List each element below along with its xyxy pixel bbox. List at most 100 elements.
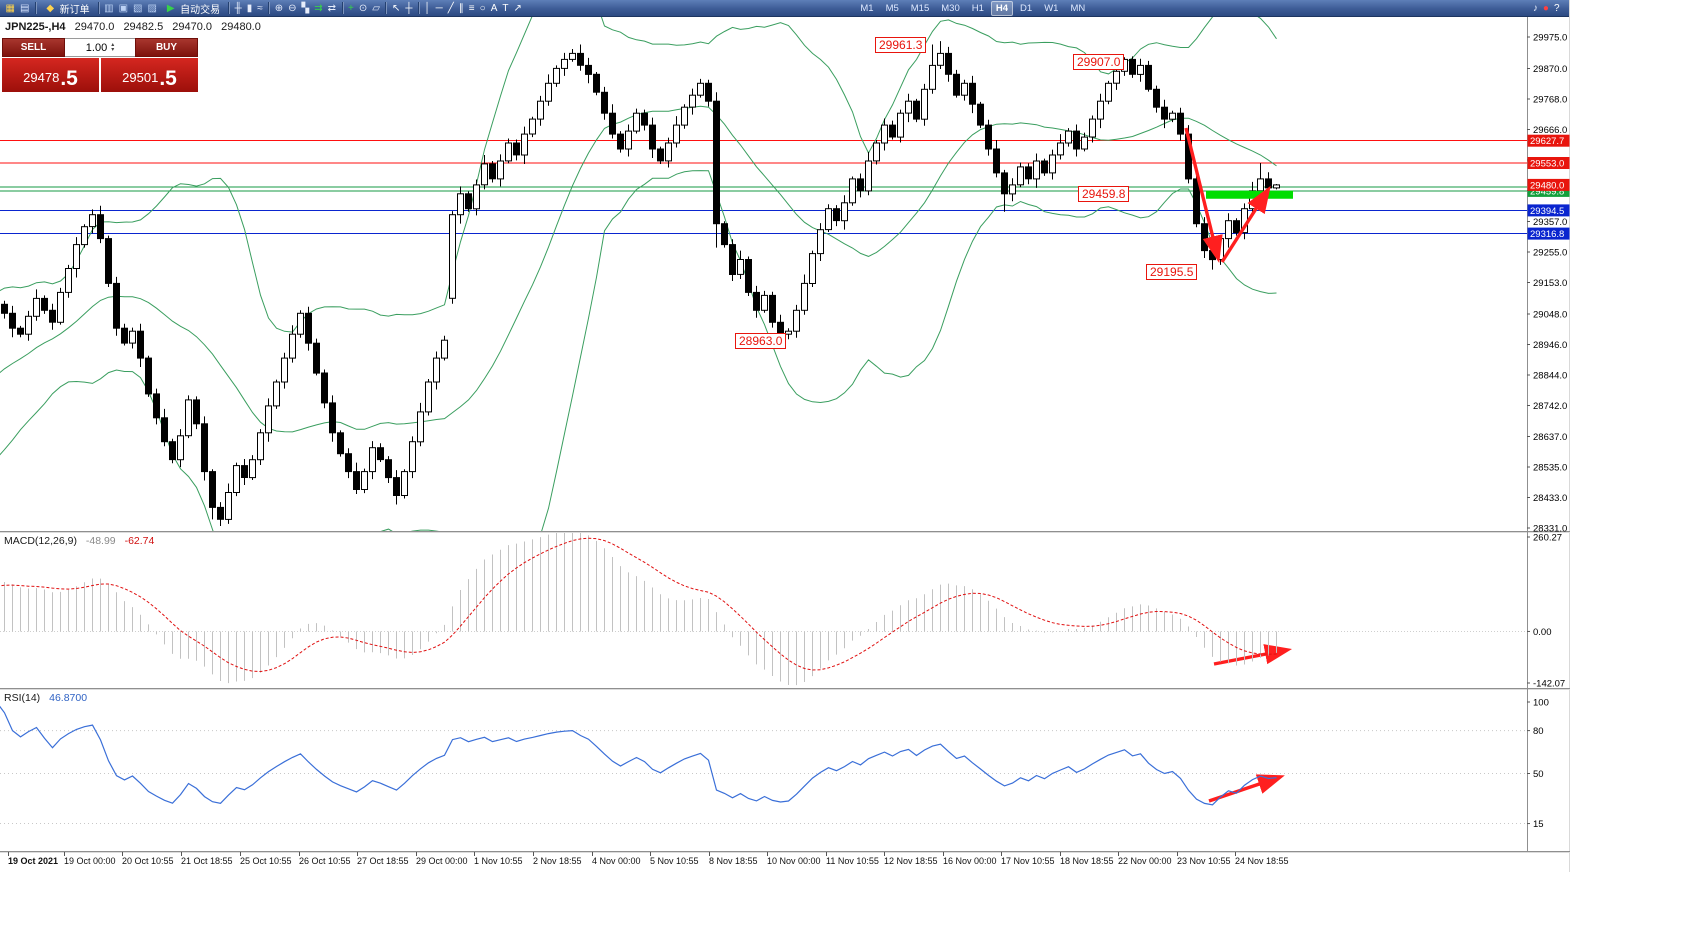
- candle-bullish: [849, 178, 856, 204]
- arrow-object-icon[interactable]: ↗: [513, 2, 522, 14]
- buy-button[interactable]: BUY: [135, 38, 198, 57]
- time-axis-label[interactable]: 4 Nov 00:00: [592, 856, 641, 866]
- bar-chart-icon[interactable]: ╫: [234, 2, 242, 14]
- periods-icon[interactable]: ⊙: [358, 2, 368, 14]
- time-axis-label[interactable]: 17 Nov 10:55: [1001, 856, 1055, 866]
- candle-bullish: [57, 291, 64, 323]
- navigator-icon[interactable]: ▧: [133, 2, 143, 14]
- timeframe-d1[interactable]: D1: [1020, 2, 1033, 14]
- candle-bullish: [281, 357, 288, 383]
- time-axis-label[interactable]: 26 Oct 10:55: [299, 856, 351, 866]
- line-chart-icon[interactable]: ≈: [257, 2, 263, 14]
- candle-bearish: [1153, 88, 1160, 108]
- timeframe-w1[interactable]: W1: [1044, 2, 1059, 14]
- record-icon[interactable]: ●: [1542, 2, 1549, 14]
- new-chart-icon[interactable]: ▦: [5, 2, 15, 14]
- profiles-icon[interactable]: ▤: [19, 2, 30, 14]
- data-window-icon[interactable]: ▣: [118, 2, 129, 14]
- time-axis-label[interactable]: 19 Oct 2021: [8, 856, 58, 866]
- chart-shift-icon[interactable]: ⇄: [327, 2, 336, 14]
- candlestick-chart-icon[interactable]: ▮: [246, 2, 253, 14]
- tile-windows-icon[interactable]: ▚: [301, 2, 310, 14]
- sell-price-display[interactable]: 29478 .5: [2, 58, 99, 92]
- time-axis-label[interactable]: 12 Nov 18:55: [884, 856, 938, 866]
- indicators-icon[interactable]: +: [348, 2, 354, 14]
- time-axis-label[interactable]: 21 Oct 18:55: [181, 856, 233, 866]
- timeframe-m5[interactable]: M5: [885, 2, 899, 14]
- help-icon[interactable]: ?: [1553, 2, 1560, 14]
- candle-bullish: [1105, 82, 1112, 102]
- time-axis-label[interactable]: 5 Nov 10:55: [650, 856, 699, 866]
- candle-bullish: [425, 381, 432, 413]
- trend-arrow[interactable]: [1220, 185, 1271, 263]
- auto-scroll-icon[interactable]: ⇉: [314, 2, 323, 14]
- time-axis-label[interactable]: 16 Nov 00:00: [943, 856, 997, 866]
- text-label-icon[interactable]: T: [502, 2, 509, 14]
- trendline-icon[interactable]: ╱: [447, 2, 454, 14]
- candle-bullish: [897, 112, 904, 138]
- candle-bearish: [153, 393, 160, 419]
- sell-button[interactable]: SELL: [2, 38, 65, 57]
- price-annotation[interactable]: 29907.0: [1073, 54, 1125, 70]
- timeframe-h1[interactable]: H1: [971, 2, 984, 14]
- time-axis-label[interactable]: 11 Nov 10:55: [826, 856, 879, 866]
- price-annotation[interactable]: 28963.0: [735, 333, 787, 349]
- price-axis-tick-label: 29666.0: [1533, 125, 1567, 136]
- time-axis-label[interactable]: 25 Oct 10:55: [240, 856, 292, 866]
- terminal-icon[interactable]: ▨: [147, 2, 157, 14]
- time-axis-label[interactable]: 1 Nov 10:55: [474, 856, 523, 866]
- time-axis-label[interactable]: 2 Nov 18:55: [533, 856, 582, 866]
- price-annotation[interactable]: 29961.3: [875, 37, 927, 53]
- candle-bearish: [41, 297, 48, 311]
- candle-bearish: [705, 82, 712, 102]
- text-icon[interactable]: A: [490, 2, 498, 14]
- timeframe-h4[interactable]: H4: [990, 0, 1014, 16]
- buy-price-display[interactable]: 29501 .5: [101, 58, 198, 92]
- candle-bullish: [1169, 112, 1176, 120]
- time-axis-label[interactable]: 29 Oct 00:00: [416, 856, 468, 866]
- templates-icon[interactable]: ▱: [372, 2, 380, 14]
- timeframe-m1[interactable]: M1: [860, 2, 874, 14]
- volume-down-icon[interactable]: ▾: [111, 46, 115, 53]
- time-axis-label[interactable]: 19 Oct 00:00: [64, 856, 116, 866]
- price-annotation[interactable]: 29459.8: [1078, 186, 1130, 202]
- cursor-icon[interactable]: ↖: [391, 2, 401, 14]
- zoom-in-icon[interactable]: ⊕: [274, 2, 284, 14]
- time-axis-label[interactable]: 18 Nov 18:55: [1060, 856, 1114, 866]
- time-axis-label[interactable]: 20 Oct 10:55: [122, 856, 174, 866]
- horizontal-line-icon[interactable]: ─: [435, 2, 443, 14]
- time-axis-label[interactable]: 8 Nov 18:55: [709, 856, 758, 866]
- vertical-line-icon[interactable]: │: [424, 2, 431, 14]
- crosshair-icon[interactable]: ┼: [405, 2, 413, 14]
- sound-icon[interactable]: ♪: [1532, 2, 1538, 14]
- trend-arrow[interactable]: [1184, 127, 1223, 263]
- candle-bearish: [585, 64, 592, 75]
- price-axis-tick-label: 28535.0: [1533, 463, 1567, 474]
- volume-input[interactable]: 1.00 ▴ ▾: [65, 38, 135, 57]
- time-axis-label[interactable]: 10 Nov 00:00: [767, 856, 821, 866]
- timeframe-m15[interactable]: M15: [910, 2, 930, 14]
- chart-canvas[interactable]: 29975.029870.029768.029666.029563.029461…: [0, 0, 1570, 872]
- shapes-icon[interactable]: ○: [479, 2, 486, 14]
- zoom-out-icon[interactable]: ⊖: [288, 2, 297, 14]
- fibonacci-icon[interactable]: ≡: [468, 2, 475, 14]
- time-axis-label[interactable]: 27 Oct 18:55: [357, 856, 409, 866]
- price-annotation[interactable]: 29195.5: [1146, 264, 1198, 280]
- volume-up-icon[interactable]: ▴: [111, 41, 115, 48]
- time-axis-label[interactable]: 23 Nov 10:55: [1177, 856, 1231, 866]
- new-order-button[interactable]: ◆ 新订单: [39, 1, 95, 16]
- price-axis-tick-label: 28331.0: [1533, 524, 1567, 535]
- price-axis-badge: [1527, 134, 1570, 147]
- timeframe-mn[interactable]: MN: [1070, 2, 1086, 14]
- time-axis-label[interactable]: 24 Nov 18:55: [1235, 856, 1289, 866]
- auto-trading-button[interactable]: ▶ 自动交易: [159, 1, 225, 16]
- time-axis-label[interactable]: 22 Nov 00:00: [1118, 856, 1172, 866]
- trend-arrow[interactable]: [1213, 644, 1293, 666]
- candle-bullish: [737, 259, 744, 275]
- market-watch-icon[interactable]: ▥: [104, 2, 114, 14]
- timeframe-m30[interactable]: M30: [941, 2, 960, 14]
- candle-bearish: [1177, 112, 1184, 135]
- channel-icon[interactable]: ∥: [458, 2, 464, 14]
- rsi-axis-label: 100: [1533, 698, 1549, 709]
- toolbar-separator: [341, 2, 343, 14]
